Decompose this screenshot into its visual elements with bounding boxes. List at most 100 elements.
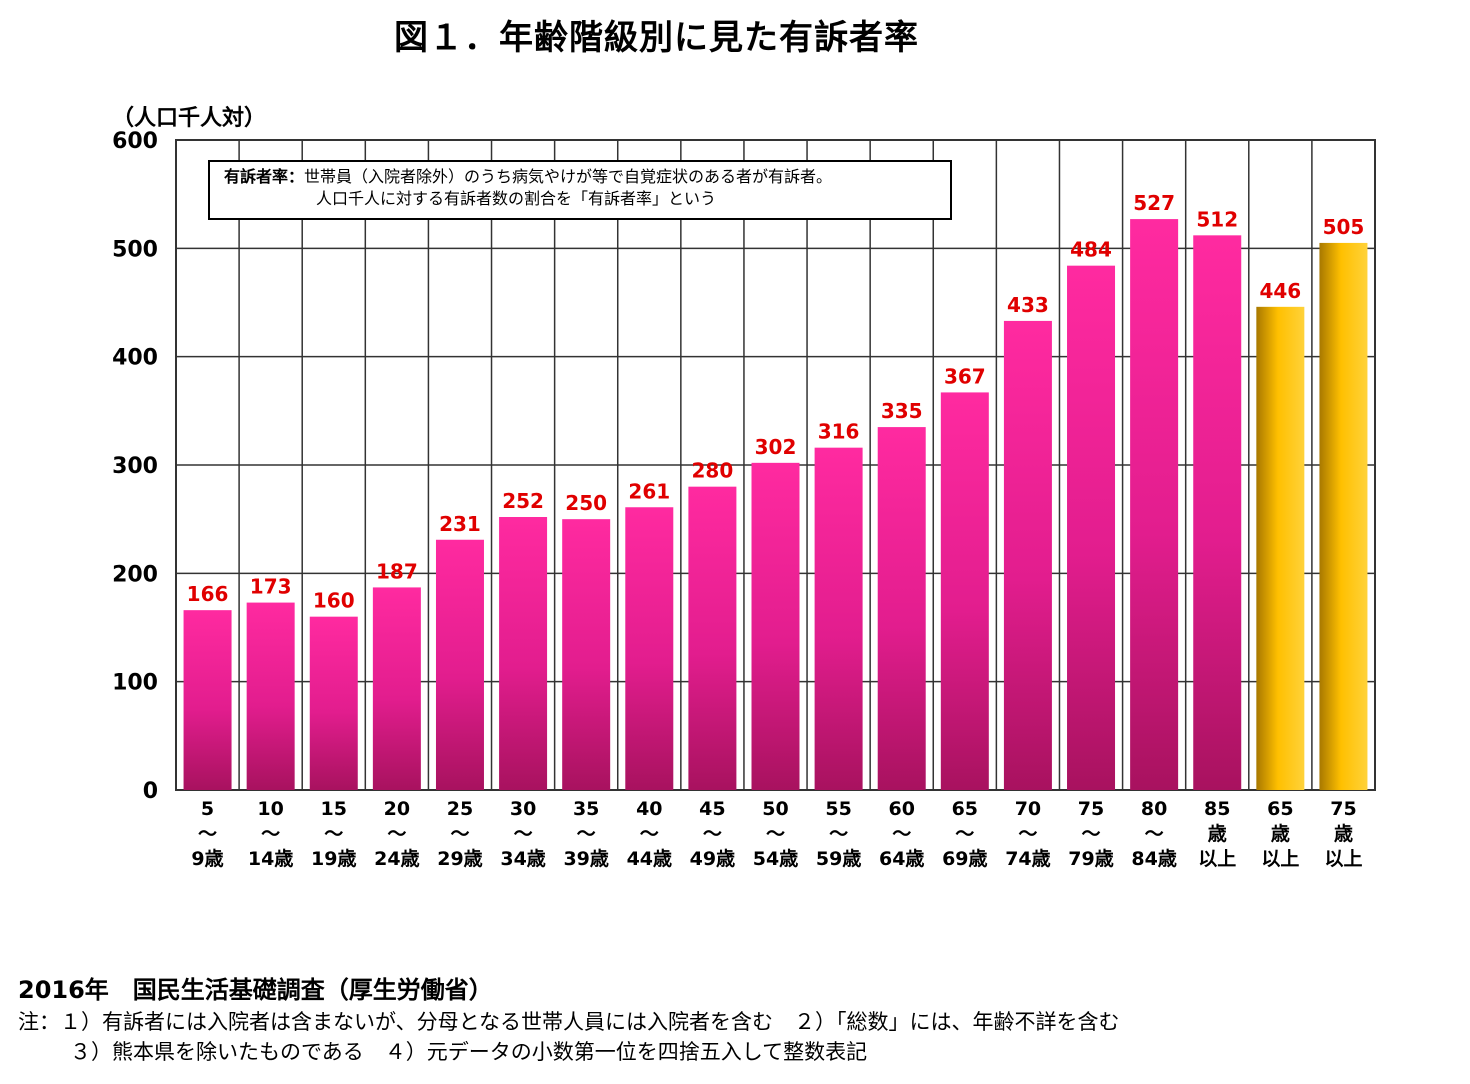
- data-label: 187: [376, 559, 418, 583]
- x-tick-label-line: ～: [766, 823, 785, 845]
- data-label: 446: [1259, 279, 1301, 303]
- x-tick-label-line: ～: [892, 823, 911, 845]
- footnote-line-2: ３）熊本県を除いたものである ４）元データの小数第一位を四捨五入して整数表記: [70, 1040, 868, 1064]
- data-label: 261: [628, 479, 670, 503]
- x-tick-label: 80 ～ 84歳: [1131, 798, 1176, 870]
- x-tick-label-line: 74歳: [1005, 848, 1050, 870]
- x-tick-label: 15 ～ 19歳: [311, 798, 356, 870]
- x-tick-label-line: 75: [1078, 798, 1104, 820]
- x-tick-label-line: 64歳: [879, 848, 924, 870]
- x-tick-label: 25 ～ 29歳: [437, 798, 482, 870]
- y-tick-label: 500: [112, 237, 158, 262]
- x-tick-label-line: 55: [825, 798, 851, 820]
- definition-text-2: 人口千人に対する有訴者数の割合を「有訴者率」という: [316, 189, 717, 208]
- x-tick-label-line: 19歳: [311, 848, 356, 870]
- x-tick-label: 75 ～ 79歳: [1068, 798, 1113, 870]
- x-tick-label-line: 44歳: [627, 848, 672, 870]
- x-tick-label-line: 10: [257, 798, 283, 820]
- bar: [877, 427, 926, 790]
- data-labels: 166 173 160 187 231 252 250 261 280 302 316 335 367 4…: [187, 191, 1365, 613]
- footnote-line-1: 注：１）有訴者には入院者は含まないが、分母となる世帯人員には入院者を含む ２）「…: [18, 1010, 1120, 1034]
- x-tick-label: 40 ～ 44歳: [627, 798, 672, 870]
- x-tick-label-line: 15: [321, 798, 347, 820]
- data-label: 302: [755, 435, 797, 459]
- x-tick-label-line: ～: [324, 823, 343, 845]
- x-tick-label-line: 39歳: [563, 848, 608, 870]
- data-label: 484: [1070, 238, 1112, 262]
- x-tick-label-line: 以上: [1198, 848, 1236, 870]
- x-tick-label-line: 以上: [1324, 848, 1362, 870]
- x-tick-label: 75 歳以上: [1324, 798, 1362, 870]
- x-tick-label-line: 29歳: [437, 848, 482, 870]
- definition-line-1: 有訴者率：世帯員（入院者除外）のうち病気やけが等で自覚症状のある者が有訴者。: [224, 166, 950, 188]
- bar: [1130, 219, 1179, 791]
- x-tick-label-line: 49歳: [690, 848, 735, 870]
- x-tick-label: 55 ～ 59歳: [816, 798, 861, 870]
- x-tick-label-line: 40: [636, 798, 662, 820]
- x-tick-label-line: ～: [955, 823, 974, 845]
- x-tick-label-line: ～: [703, 823, 722, 845]
- bar: [1003, 320, 1052, 790]
- x-tick-label: 50 ～ 54歳: [753, 798, 798, 870]
- y-tick-label: 300: [112, 454, 158, 479]
- x-tick-label-line: 60: [888, 798, 914, 820]
- data-label: 252: [502, 489, 544, 513]
- data-label: 433: [1007, 293, 1049, 317]
- x-tick-label-line: 79歳: [1068, 848, 1113, 870]
- y-tick-label: 100: [112, 671, 158, 696]
- x-tick-label-line: 歳: [1334, 823, 1353, 845]
- bar: [183, 610, 232, 790]
- x-tick-label-line: 84歳: [1131, 848, 1176, 870]
- bar: [1256, 306, 1305, 790]
- bar: [1067, 265, 1116, 791]
- bar: [499, 517, 548, 790]
- x-tick-label-line: 45: [699, 798, 725, 820]
- data-label: 160: [313, 589, 355, 613]
- x-tick-label-line: 35: [573, 798, 599, 820]
- x-tick-label-line: ～: [829, 823, 848, 845]
- bar: [435, 539, 484, 790]
- x-tick-label-line: ～: [198, 823, 217, 845]
- x-tick-label-line: 85: [1204, 798, 1230, 820]
- x-tick-label-line: 75: [1330, 798, 1356, 820]
- x-tick-label: 30 ～ 34歳: [500, 798, 545, 870]
- chart-title: 図１．年齢階級別に見た有訴者率: [394, 18, 919, 58]
- bar: [1193, 235, 1242, 791]
- bar: [372, 587, 421, 790]
- x-tick-label-line: 14歳: [248, 848, 293, 870]
- bar: [246, 602, 295, 790]
- data-label: 250: [565, 491, 607, 515]
- bar: [1319, 242, 1368, 790]
- bar: [814, 447, 863, 790]
- y-tick-label: 0: [143, 779, 158, 804]
- x-tick-label: 85 歳以上: [1198, 798, 1236, 870]
- x-tick-label-line: ～: [450, 823, 469, 845]
- source-citation: 2016年 国民生活基礎調査（厚生労働省）: [18, 976, 493, 1004]
- data-label: 367: [944, 364, 986, 388]
- x-tick-label: 5 ～ 9歳: [191, 798, 223, 870]
- definition-text-1: 世帯員（入院者除外）のうち病気やけが等で自覚症状のある者が有訴者。: [304, 167, 833, 186]
- x-tick-label-line: 65: [1267, 798, 1293, 820]
- x-tick-label-line: 54歳: [753, 848, 798, 870]
- x-tick-label-line: ～: [1018, 823, 1037, 845]
- x-tick-label: 20 ～ 24歳: [374, 798, 419, 870]
- y-tick-label: 200: [112, 562, 158, 587]
- x-tick-label: 70 ～ 74歳: [1005, 798, 1050, 870]
- data-label: 173: [250, 575, 292, 599]
- data-label: 505: [1323, 215, 1365, 239]
- x-tick-label-line: 歳: [1271, 823, 1290, 845]
- bars: [183, 219, 1368, 791]
- x-tick-label: 35 ～ 39歳: [563, 798, 608, 870]
- x-tick-label-line: 24歳: [374, 848, 419, 870]
- data-label: 512: [1196, 207, 1238, 231]
- x-tick-label-line: 歳: [1208, 823, 1227, 845]
- x-tick-label-line: 34歳: [500, 848, 545, 870]
- x-tick-label-line: 50: [762, 798, 788, 820]
- x-tick-label-line: ～: [514, 823, 533, 845]
- definition-key: 有訴者率：: [224, 167, 305, 186]
- x-tick-label-line: 30: [510, 798, 536, 820]
- x-tick-label-line: 65: [952, 798, 978, 820]
- x-tick-label: 45 ～ 49歳: [690, 798, 735, 870]
- data-label: 527: [1133, 191, 1175, 215]
